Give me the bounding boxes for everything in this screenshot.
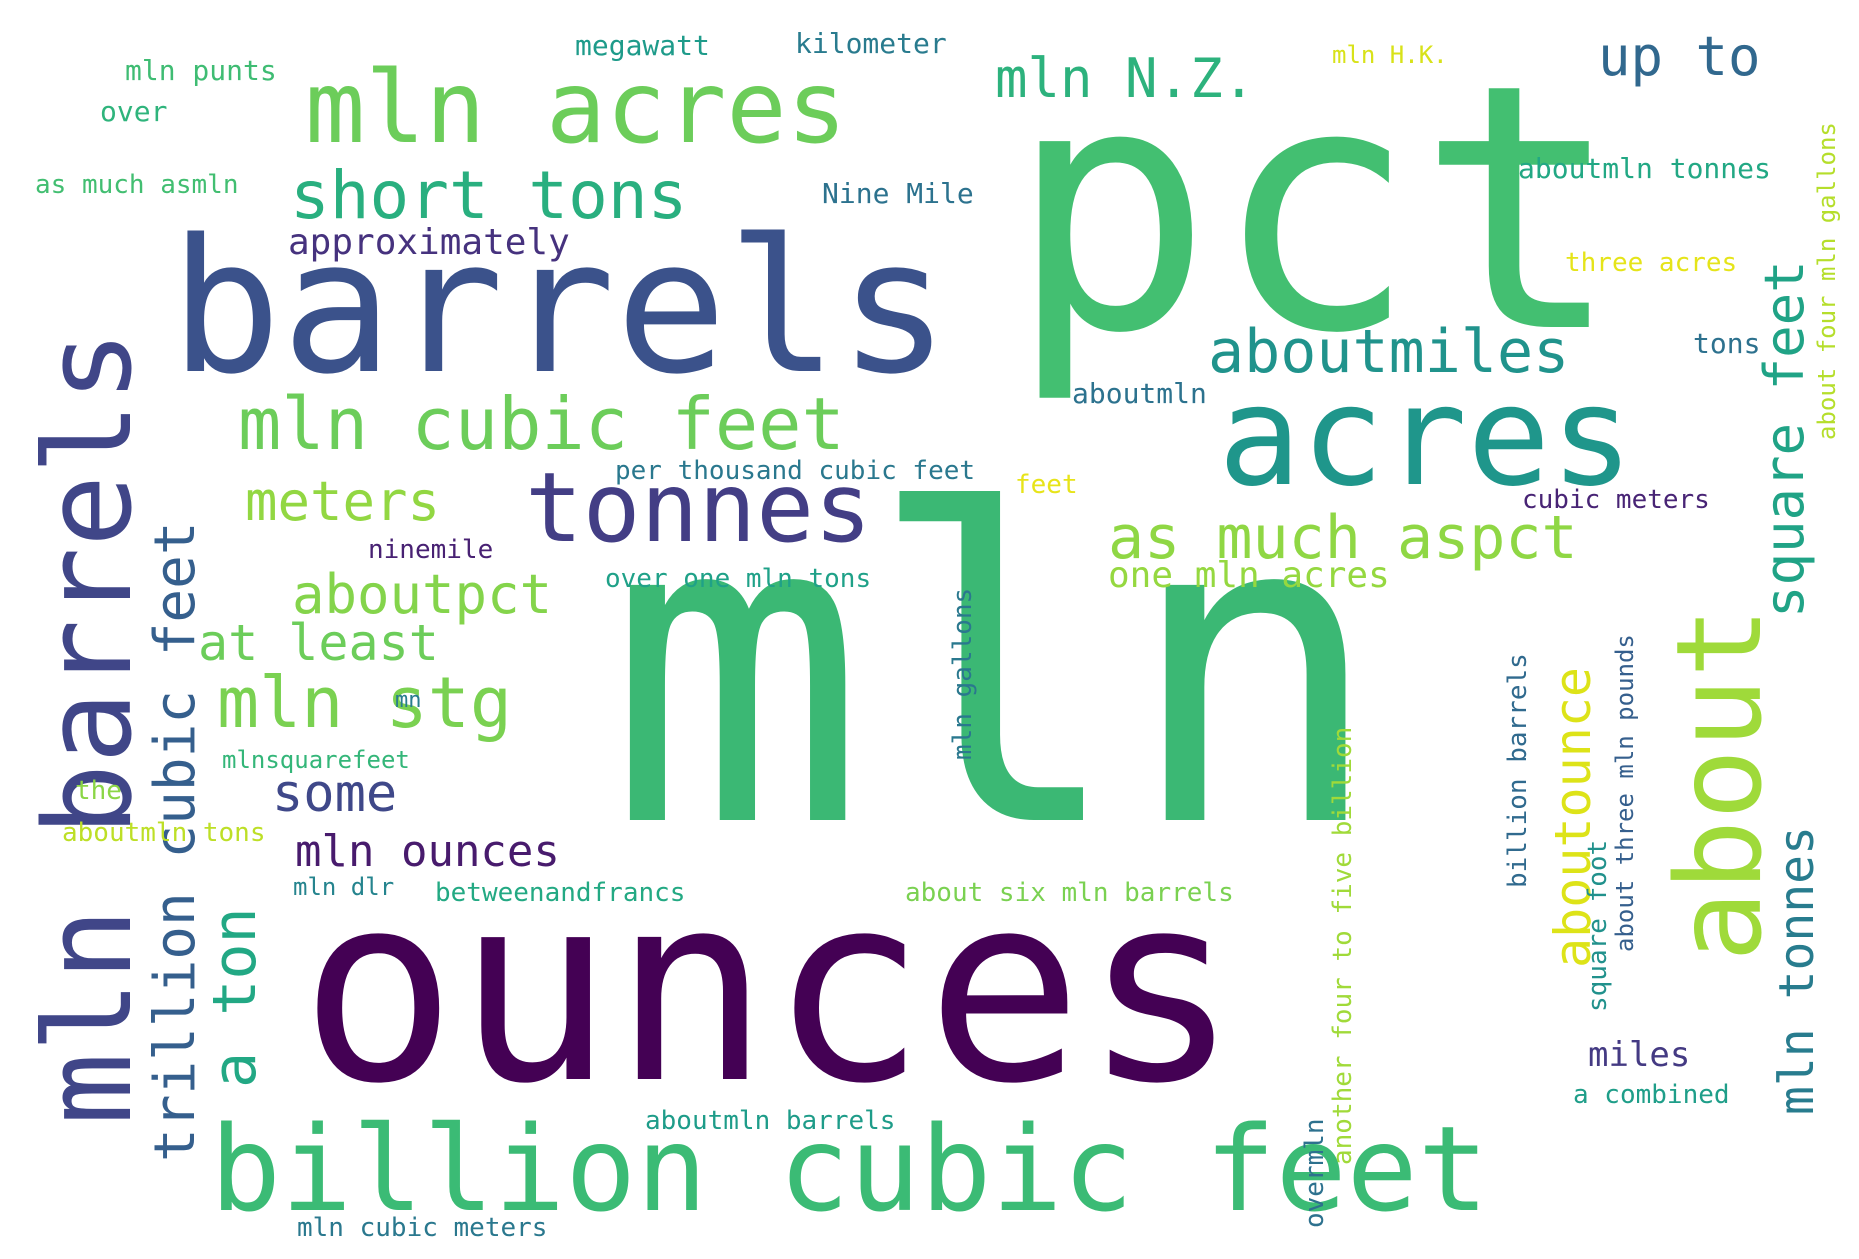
- word-mln-cubic-feet: mln cubic feet: [238, 382, 845, 466]
- word-nine-mile: Nine Mile: [822, 177, 974, 210]
- word-miles: miles: [1588, 1035, 1691, 1075]
- word-mlnsquarefeet: mlnsquarefeet: [222, 746, 410, 774]
- word-up-to: up to: [1598, 25, 1761, 88]
- word-tonnes: tonnes: [525, 452, 872, 564]
- word-over: over: [100, 95, 168, 128]
- word-tons: tons: [1693, 327, 1761, 360]
- word-mln-ounces: mln ounces: [295, 826, 560, 877]
- word-acres: acres: [1218, 356, 1634, 517]
- word-mln: mln: [607, 422, 1384, 922]
- word-square-foot: square foot: [1583, 839, 1613, 1012]
- word-mn: mn: [395, 688, 422, 713]
- word-pct: pct: [1008, 12, 1623, 408]
- word-short-tons: short tons: [290, 157, 688, 234]
- word-at-least: at least: [198, 614, 439, 672]
- word-mln-barrels: mln barrels: [20, 330, 159, 1125]
- word-aboutmln-barrels: aboutmln barrels: [645, 1106, 896, 1136]
- word-square-feet: square feet: [1753, 260, 1816, 618]
- word-about-three-mln-pounds: about three mln pounds: [1611, 634, 1639, 952]
- word-another-four-to-five-billion: another four to five billion: [1328, 726, 1358, 1165]
- word-mln-stg: mln stg: [217, 662, 513, 744]
- word-the: the: [75, 776, 122, 806]
- word-per-thousand-cubic-feet: per thousand cubic feet: [615, 456, 976, 486]
- word-mln-cubic-meters: mln cubic meters: [297, 1213, 548, 1243]
- word-three-acres: three acres: [1565, 248, 1738, 278]
- word-a-combined: a combined: [1573, 1080, 1730, 1110]
- word-aboutmln-tons: aboutmln tons: [62, 818, 266, 848]
- word-some: some: [272, 764, 398, 824]
- word-one-mln-acres: one mln acres: [1108, 555, 1390, 596]
- word-mln-h-k: mln H.K.: [1332, 41, 1448, 69]
- word-a-ton: a ton: [200, 907, 270, 1088]
- word-overmln: overmln: [1300, 1118, 1330, 1228]
- word-feet: feet: [1015, 470, 1078, 500]
- word-ninemile: ninemile: [368, 535, 494, 565]
- word-mln-tonnes: mln tonnes: [1769, 826, 1825, 1115]
- word-billion-cubic-feet: billion cubic feet: [210, 1100, 1489, 1238]
- word-as-much-aspct: as much aspct: [1108, 503, 1578, 573]
- word-megawatt: megawatt: [575, 29, 710, 62]
- word-betweenandfrancs: betweenandfrancs: [435, 878, 686, 908]
- word-mln-gallons: mln gallons: [948, 587, 978, 760]
- word-about: about: [1650, 606, 1788, 962]
- word-as-much-asmln: as much asmln: [35, 170, 239, 200]
- word-kilometer: kilometer: [795, 27, 947, 60]
- word-about-four-mln-gallons: about four mln gallons: [1813, 122, 1841, 440]
- word-aboutmln-tonnes: aboutmln tonnes: [1518, 152, 1771, 185]
- word-barrels: barrels: [170, 199, 950, 415]
- word-billion-barrels: billion barrels: [1503, 653, 1533, 888]
- word-aboutmiles: aboutmiles: [1208, 317, 1570, 387]
- word-aboutpct: aboutpct: [292, 563, 553, 626]
- word-mln-n-z: mln N.Z.: [995, 47, 1256, 110]
- word-meters: meters: [245, 470, 441, 533]
- word-cubic-meters: cubic meters: [1522, 485, 1710, 515]
- word-aboutmln: aboutmln: [1072, 377, 1207, 410]
- word-over-one-mln-tons: over one mln tons: [605, 564, 872, 594]
- word-mln-dlr: mln dlr: [293, 873, 395, 901]
- word-ounces: ounces: [300, 839, 1240, 1141]
- word-mln-punts: mln punts: [125, 54, 277, 87]
- word-about-six-mln-barrels: about six mln barrels: [905, 878, 1234, 908]
- word-approximately: approximately: [288, 222, 570, 263]
- word-mln-acres: mln acres: [305, 49, 847, 166]
